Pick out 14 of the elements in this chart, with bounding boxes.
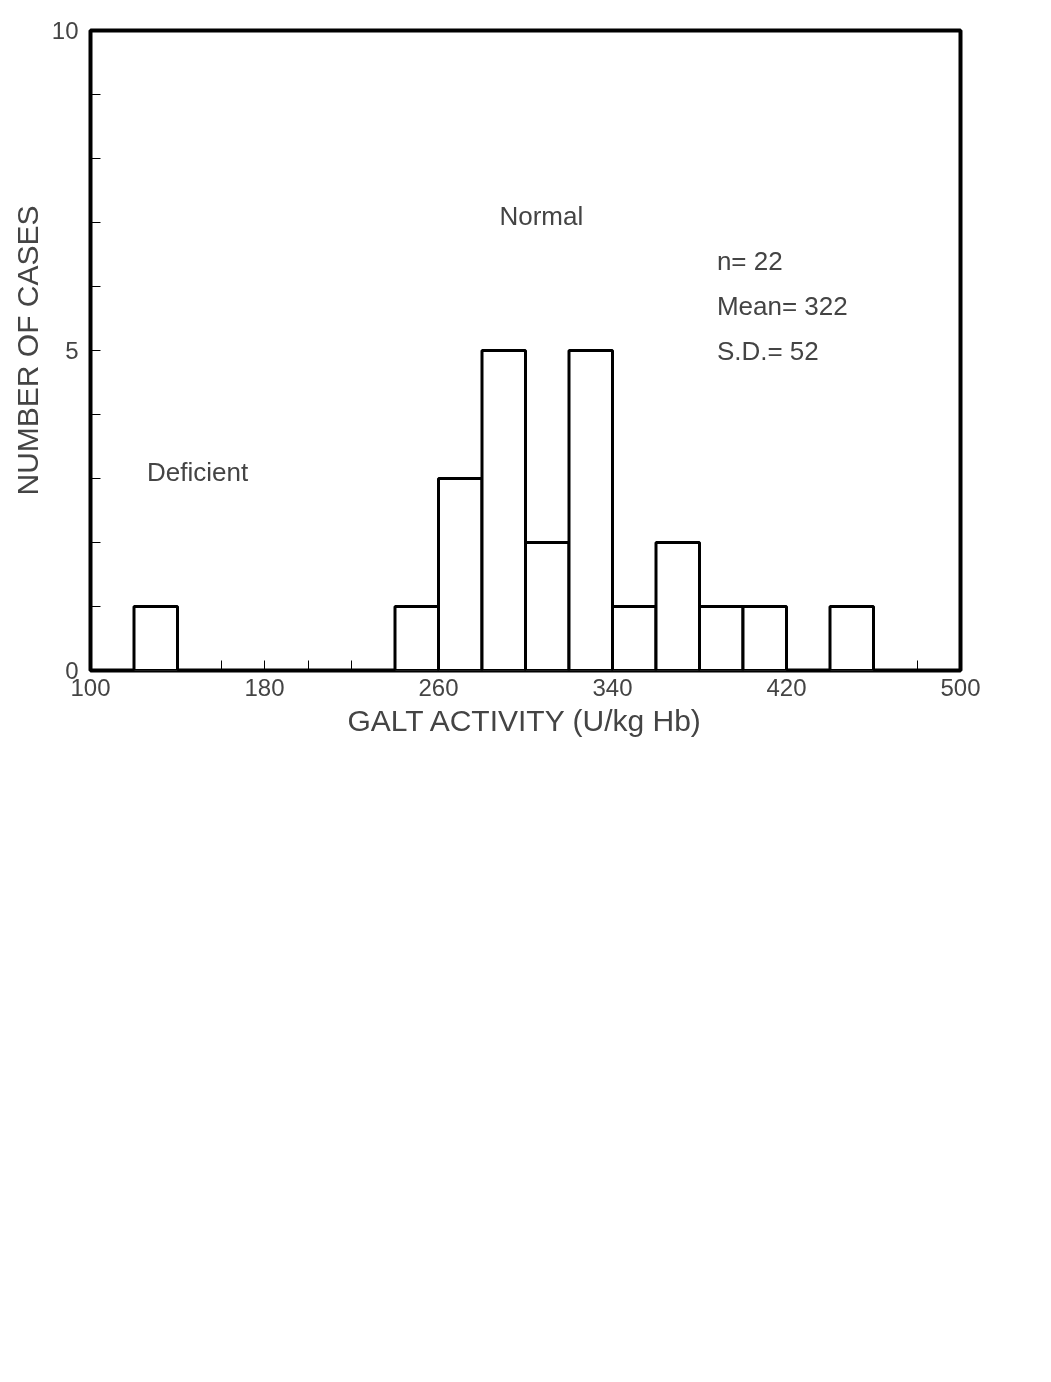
x-tick-label: 180 — [244, 673, 285, 701]
annotation: Mean= 322 — [716, 290, 848, 321]
annotation: Deficient — [147, 457, 249, 488]
x-tick-label: 340 — [592, 673, 633, 701]
y-axis-title: NUMBER OF CASES — [10, 205, 44, 496]
annotation: S.D.= 52 — [716, 335, 819, 366]
x-tick-label: 500 — [940, 673, 981, 701]
y-tick-label: 5 — [65, 337, 79, 364]
x-tick-label: 260 — [418, 673, 459, 701]
x-tick-label: 420 — [766, 673, 807, 701]
annotation: n= 22 — [716, 245, 783, 276]
annotation: Normal — [499, 201, 584, 232]
x-axis-title: GALT ACTIVITY (U/kg Hb) — [347, 703, 701, 737]
y-tick-label: 10 — [51, 17, 79, 44]
